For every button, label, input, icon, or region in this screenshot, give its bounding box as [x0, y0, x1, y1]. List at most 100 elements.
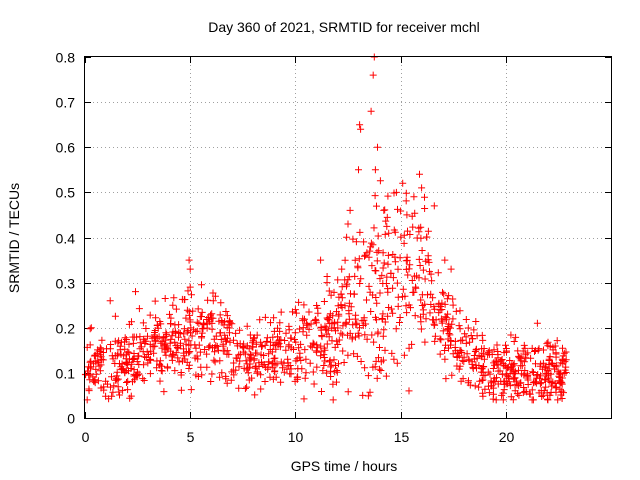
data-point — [468, 360, 476, 368]
data-point — [366, 388, 374, 396]
data-point — [260, 352, 268, 359]
data-point — [106, 297, 114, 305]
data-point — [331, 368, 339, 376]
data-point — [421, 338, 429, 346]
data-point — [323, 314, 331, 322]
data-point — [331, 343, 339, 351]
data-point — [542, 376, 549, 384]
data-point — [477, 365, 485, 372]
data-point — [411, 312, 419, 320]
data-point — [128, 318, 135, 326]
data-point — [328, 324, 336, 332]
data-point — [287, 334, 295, 342]
data-point — [265, 358, 273, 366]
data-point — [224, 334, 231, 342]
data-points — [81, 53, 570, 404]
data-point — [498, 370, 506, 378]
data-point — [235, 384, 243, 392]
data-point — [285, 326, 293, 334]
data-point — [403, 211, 411, 219]
data-point — [309, 368, 317, 376]
data-point — [354, 262, 362, 270]
data-point — [345, 299, 353, 307]
data-point — [363, 335, 371, 343]
data-point — [485, 389, 493, 397]
x-tick-label: 10 — [288, 429, 304, 445]
data-point — [400, 231, 408, 239]
data-point — [556, 370, 564, 378]
data-point — [334, 276, 342, 284]
data-point — [230, 359, 238, 367]
data-point — [421, 193, 428, 201]
data-point — [374, 232, 382, 240]
data-point — [303, 319, 311, 327]
data-point — [169, 351, 177, 359]
data-point — [253, 368, 261, 376]
data-point — [402, 302, 410, 310]
data-point — [356, 228, 364, 236]
chart-title: Day 360 of 2021, SRMTID for receiver mch… — [208, 19, 480, 35]
data-point — [493, 374, 500, 382]
data-point — [353, 319, 361, 327]
data-point — [376, 365, 383, 373]
data-point — [271, 368, 279, 376]
data-point — [115, 388, 123, 396]
data-point — [453, 354, 461, 361]
data-point — [380, 326, 388, 334]
data-point — [313, 363, 321, 371]
data-point — [82, 370, 90, 378]
data-point — [547, 389, 555, 396]
data-point — [222, 308, 230, 315]
data-point — [194, 305, 202, 313]
data-point — [328, 337, 336, 345]
data-point — [274, 324, 281, 332]
data-point — [287, 365, 295, 373]
data-point — [361, 331, 369, 339]
data-point — [188, 291, 195, 299]
data-point — [400, 239, 408, 247]
data-point — [471, 382, 479, 390]
data-point — [459, 375, 467, 383]
data-point — [526, 390, 534, 398]
data-point — [235, 363, 243, 371]
data-point — [404, 227, 411, 235]
data-point — [385, 229, 393, 237]
data-point — [258, 358, 265, 366]
data-point — [295, 298, 303, 306]
data-point — [211, 358, 219, 366]
data-point — [488, 351, 496, 358]
data-point — [291, 336, 298, 343]
data-point — [515, 391, 523, 399]
data-point — [285, 342, 293, 350]
data-point — [265, 350, 273, 358]
data-point — [552, 383, 560, 391]
data-point — [431, 332, 439, 340]
data-point — [116, 391, 123, 399]
data-point — [490, 390, 497, 398]
data-point — [90, 360, 97, 368]
data-point — [310, 340, 318, 348]
data-point — [162, 329, 170, 337]
data-point — [296, 349, 304, 357]
data-point — [441, 355, 449, 363]
data-point — [223, 379, 231, 387]
data-point — [197, 363, 205, 371]
data-point — [416, 262, 424, 269]
data-point — [140, 377, 148, 384]
data-point — [198, 333, 206, 340]
data-point — [521, 388, 529, 395]
data-point — [559, 360, 567, 368]
data-point — [351, 256, 359, 264]
data-point — [404, 271, 412, 279]
data-point — [372, 316, 380, 324]
data-point — [373, 202, 380, 210]
data-point — [106, 345, 114, 353]
data-point — [186, 283, 194, 291]
data-point — [441, 347, 449, 354]
data-point — [187, 386, 195, 394]
data-point — [198, 281, 205, 289]
data-point — [369, 291, 377, 299]
data-point — [195, 320, 203, 327]
data-point — [372, 357, 380, 365]
data-point — [108, 373, 115, 381]
